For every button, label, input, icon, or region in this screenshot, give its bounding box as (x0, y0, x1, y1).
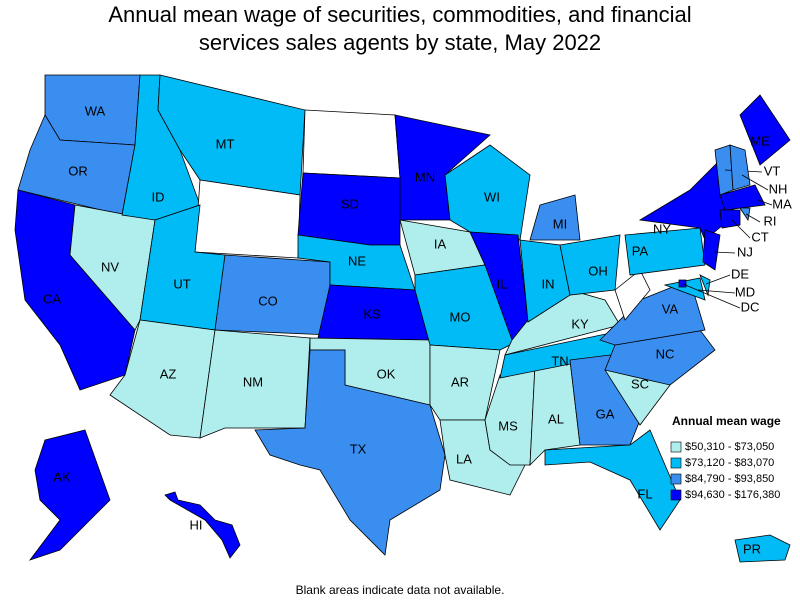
state (544, 429, 681, 531)
state (699, 274, 711, 297)
state-label: AK (53, 469, 71, 484)
state-label: AZ (160, 366, 177, 381)
state-label: IL (497, 276, 508, 291)
state (529, 194, 581, 241)
state (734, 534, 791, 563)
legend-swatch (670, 473, 682, 485)
state-label: IN (542, 276, 555, 291)
state-label: KS (363, 306, 381, 321)
state-label: DE (731, 266, 749, 281)
state-label: PA (632, 243, 649, 258)
state (624, 227, 706, 276)
state-label: MD (735, 284, 755, 299)
state-label: LA (456, 451, 472, 466)
state-label: NE (348, 253, 366, 268)
state (729, 144, 751, 191)
state-label: HI (190, 517, 203, 532)
footnote: Blank areas indicate data not available. (296, 583, 505, 597)
state-label: MI (553, 216, 567, 231)
state-label: MT (216, 136, 235, 151)
state-label: NY (653, 221, 671, 236)
state (614, 269, 651, 321)
state-label: MO (450, 309, 471, 324)
state-label: MS (498, 418, 518, 433)
leader-line (757, 199, 773, 206)
legend-swatch (670, 457, 682, 469)
state-label: VA (662, 301, 679, 316)
leader-line (697, 289, 736, 294)
state-label: SC (631, 376, 649, 391)
state-label: UT (173, 276, 190, 291)
state-label: NJ (737, 244, 753, 259)
state-label: TN (551, 353, 568, 368)
state-label: AR (451, 374, 469, 389)
state-label: CT (751, 229, 768, 244)
state-label: OH (588, 263, 608, 278)
state-label: AL (548, 411, 564, 426)
state-label: CA (43, 291, 61, 306)
state-label: RI (764, 213, 777, 228)
state-label: NV (101, 259, 119, 274)
leader-line (705, 274, 731, 285)
state (739, 207, 751, 222)
state (302, 109, 401, 179)
map-title: Annual mean wage of securities, commodit… (108, 2, 691, 55)
state (164, 491, 241, 559)
legend-swatch (670, 441, 682, 453)
legend-swatch (670, 489, 682, 501)
state-label: WA (85, 103, 106, 118)
state (199, 329, 311, 439)
state-label: ID (152, 189, 165, 204)
state-label: OR (68, 163, 88, 178)
state-label: DC (741, 299, 760, 314)
state-label: NC (656, 346, 675, 361)
state-label: CO (258, 293, 278, 308)
state-label: FL (637, 486, 652, 501)
state-label: MA (772, 196, 792, 211)
state-label: VT (764, 163, 781, 178)
state-label: GA (596, 406, 615, 421)
state (28, 429, 111, 561)
state-label: NM (243, 374, 263, 389)
leader-line (745, 213, 761, 223)
state-label: ME (750, 133, 770, 148)
legend-label: $50,310 - $73,050 (685, 441, 774, 453)
state-label: MN (415, 169, 435, 184)
leader-line (731, 219, 751, 239)
leader-line (713, 251, 736, 254)
state-label: SD (341, 196, 359, 211)
legend-label: $84,790 - $93,850 (685, 473, 774, 485)
leader-line (741, 174, 769, 191)
legend-label: $73,120 - $83,070 (685, 457, 774, 469)
state (702, 229, 721, 271)
legend-label: $94,630 - $176,380 (685, 489, 780, 501)
state (719, 184, 766, 211)
state (254, 349, 446, 556)
state-label: IA (434, 236, 447, 251)
state (739, 94, 791, 166)
state (678, 279, 687, 288)
state-label: KY (571, 316, 589, 331)
leader-line (682, 283, 741, 309)
state-label: NH (769, 181, 788, 196)
state-label: TX (350, 441, 367, 456)
state-label: OK (377, 366, 396, 381)
state-label: WI (484, 189, 500, 204)
legend-title: Annual mean wage (672, 414, 781, 428)
state-label: PR (743, 541, 761, 556)
